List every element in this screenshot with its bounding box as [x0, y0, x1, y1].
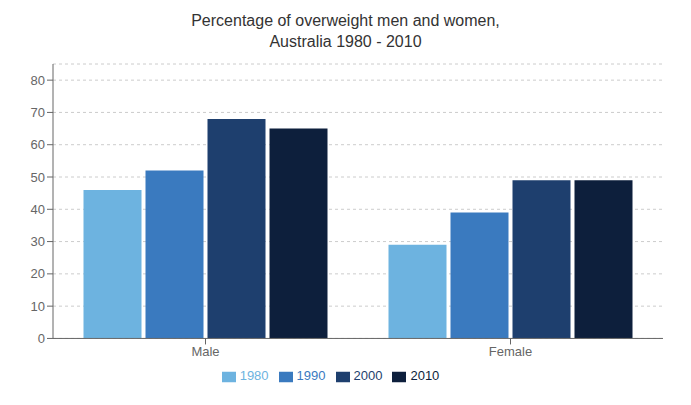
svg-text:50: 50 — [31, 170, 45, 185]
svg-text:Male: Male — [191, 344, 219, 359]
html-text:Australia 1980 - 2010: Australia 1980 - 2010 — [269, 33, 422, 50]
svg-text:60: 60 — [31, 137, 45, 152]
html-text:1980: 1980 — [239, 368, 269, 384]
svg-text:80: 80 — [31, 73, 45, 88]
html-text:Percentage of overweight men a: Percentage of overweight men and women, — [191, 12, 500, 29]
svg-text:30: 30 — [31, 234, 45, 249]
svg-text:Female: Female — [489, 344, 532, 359]
html-text:1990: 1990 — [296, 368, 326, 384]
svg-text:70: 70 — [31, 105, 45, 120]
html-text:2010: 2010 — [410, 368, 440, 384]
svg-text:20: 20 — [31, 266, 45, 281]
svg-text:40: 40 — [31, 202, 45, 217]
svg-text:0: 0 — [38, 331, 45, 346]
html-text:2000: 2000 — [353, 368, 383, 384]
svg-text:10: 10 — [31, 299, 45, 314]
